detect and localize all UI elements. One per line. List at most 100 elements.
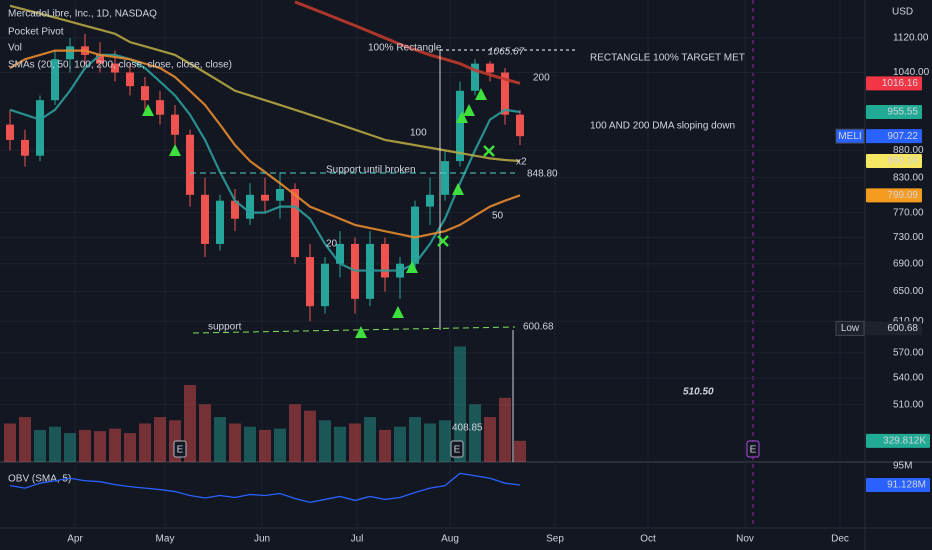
volume-bar — [499, 397, 511, 462]
candle-body — [156, 100, 164, 115]
volume-bar — [214, 417, 226, 462]
y-tick-label: 1120.00 — [893, 33, 929, 44]
x-tick-label: Aug — [441, 534, 459, 545]
volume-bar — [109, 428, 121, 462]
y-tick-label: 770.00 — [893, 207, 924, 218]
price-tag-label: 955.55 — [887, 107, 918, 118]
candle-body — [336, 243, 344, 264]
x-tick-label: Sep — [546, 534, 564, 545]
grid — [0, 0, 865, 528]
volume-bar — [154, 417, 166, 462]
volume-bar — [229, 423, 241, 462]
candle-body — [66, 46, 74, 60]
volume-bar — [79, 429, 91, 462]
price-pane — [6, 0, 524, 322]
volume-bar — [349, 423, 361, 462]
candle-body — [321, 263, 329, 307]
y-tick-label: 570.00 — [893, 347, 924, 358]
volume-bar — [34, 429, 46, 462]
indicator-label: Pocket Pivot — [8, 27, 64, 38]
candle-body — [381, 243, 389, 278]
price-tag-label: 1016.16 — [882, 78, 919, 89]
volume-bar — [184, 385, 196, 462]
price-tag-label: 799.09 — [887, 190, 918, 201]
annotation: RECTANGLE 100% TARGET MET — [590, 53, 745, 64]
sma-line — [9, 4, 521, 163]
price-tag — [866, 321, 922, 336]
volume-bar — [484, 417, 496, 462]
pivot-marker — [463, 104, 475, 116]
volume-bar — [394, 426, 406, 462]
y-tick-label: 610.00 — [893, 316, 924, 327]
volume-bar — [139, 423, 151, 462]
candle-body — [306, 257, 314, 307]
candle-body — [501, 72, 509, 115]
x-tick-label: Nov — [736, 534, 754, 545]
volume-bar — [379, 429, 391, 462]
annotation: 1065.67 — [488, 47, 525, 58]
volume-bar — [259, 429, 271, 462]
annotation: 510.50 — [683, 387, 714, 398]
price-tag-name — [835, 320, 865, 336]
price-tag-label: 860.14 — [887, 156, 918, 167]
volume-bar — [454, 346, 466, 462]
y-tick-label: 730.00 — [893, 232, 924, 243]
candle-body — [276, 189, 284, 201]
candle-body — [516, 114, 524, 137]
volume-bar — [49, 426, 61, 462]
volume-bar — [199, 404, 211, 462]
volume-bar — [124, 433, 136, 462]
volume-bar — [274, 428, 286, 462]
volume-bar — [319, 420, 331, 462]
volume-bar — [364, 417, 376, 462]
volume-bar — [424, 423, 436, 462]
y-tick-label: 830.00 — [893, 172, 924, 183]
cross-marker — [483, 145, 495, 157]
obv-tick-label: 95M — [893, 461, 912, 472]
sma-line — [9, 53, 521, 272]
volume — [4, 346, 526, 462]
candle-body — [111, 63, 119, 73]
candle-body — [21, 139, 29, 156]
y-tick-label: 540.00 — [893, 373, 924, 384]
earnings-icon — [173, 440, 187, 458]
candle-body — [216, 200, 224, 244]
annotation: 100% Rectangle — [368, 43, 442, 54]
symbol-title: MercadoLibre, Inc., 1D, NASDAQ — [8, 9, 157, 20]
candle-body — [456, 90, 464, 162]
indicator-label: Vol — [8, 43, 22, 54]
sma-line — [294, 0, 521, 85]
candle-body — [411, 206, 419, 264]
volume-bar — [94, 431, 106, 462]
volume-bar — [289, 404, 301, 462]
earnings-icon — [746, 440, 760, 458]
volume-bar — [469, 404, 481, 462]
candle-body — [291, 189, 299, 258]
pivot-marker — [456, 111, 468, 123]
x-tick-label: Dec — [831, 534, 849, 545]
earnings-label: E — [177, 445, 184, 456]
obv-tag — [866, 478, 930, 493]
price-tag-label: 600.68 — [887, 323, 918, 334]
obv-line — [9, 472, 521, 504]
x-tick-label: Oct — [640, 534, 656, 545]
candle-body — [201, 194, 209, 244]
pivot-marker — [392, 306, 404, 318]
sma-label: 200 — [533, 73, 550, 84]
candle-body — [36, 100, 44, 156]
price-tag — [866, 104, 922, 119]
y-tick-label: 510.00 — [893, 399, 924, 410]
price-tag-name-label: Low — [841, 323, 860, 334]
candle-body — [186, 134, 194, 195]
cross-marker — [437, 235, 449, 247]
candle-body — [51, 59, 59, 101]
volume-bar — [64, 433, 76, 462]
volume-bar — [244, 426, 256, 462]
indicator-label: SMAs (20, 50, 100, 200, close, close, cl… — [8, 60, 232, 71]
annotation: support — [208, 322, 242, 333]
y-tick-label: 650.00 — [893, 286, 924, 297]
x-tick-label: Jun — [254, 534, 270, 545]
